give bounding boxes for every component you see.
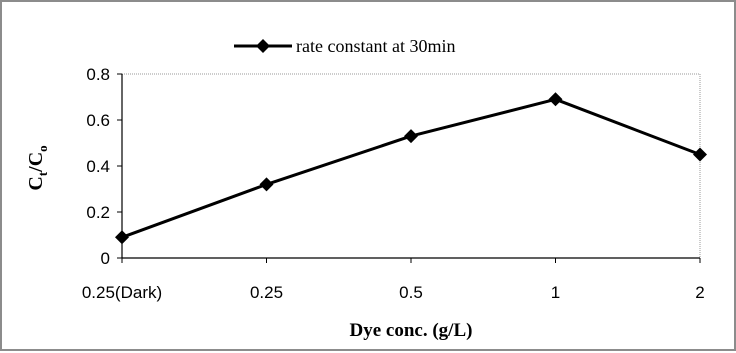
y-axis-title: Ct/Co	[25, 145, 50, 190]
data-point-diamond	[548, 92, 563, 107]
y-axis-ticks: 0 0.2 0.4 0.6 0.8	[86, 65, 122, 268]
y-tick-label: 0.4	[86, 157, 110, 176]
y-tick-label: 0.8	[86, 65, 110, 84]
y-tick-label: 0	[101, 249, 110, 268]
data-point-diamond	[693, 147, 707, 162]
x-axis-ticks: 0.25(Dark) 0.25 0.5 1 2	[82, 258, 705, 302]
series-layer	[115, 92, 707, 245]
data-point-diamond	[115, 230, 129, 245]
x-tick-label: 0.5	[399, 283, 423, 302]
legend: rate constant at 30min	[234, 36, 455, 56]
data-point-diamond	[404, 129, 418, 144]
x-axis-title: Dye conc. (g/L)	[350, 320, 473, 341]
x-tick-label: 1	[551, 283, 560, 302]
legend-label: rate constant at 30min	[296, 36, 455, 56]
y-tick-label: 0.6	[86, 111, 110, 130]
y-tick-label: 0.2	[86, 203, 110, 222]
data-point-diamond	[259, 177, 274, 192]
x-tick-label: 0.25	[250, 283, 283, 302]
x-tick-label: 0.25(Dark)	[82, 283, 162, 302]
series-line	[121, 97, 701, 239]
plot-area	[121, 73, 701, 259]
legend-marker-diamond-icon	[256, 39, 270, 53]
x-tick-label: 2	[695, 283, 704, 302]
